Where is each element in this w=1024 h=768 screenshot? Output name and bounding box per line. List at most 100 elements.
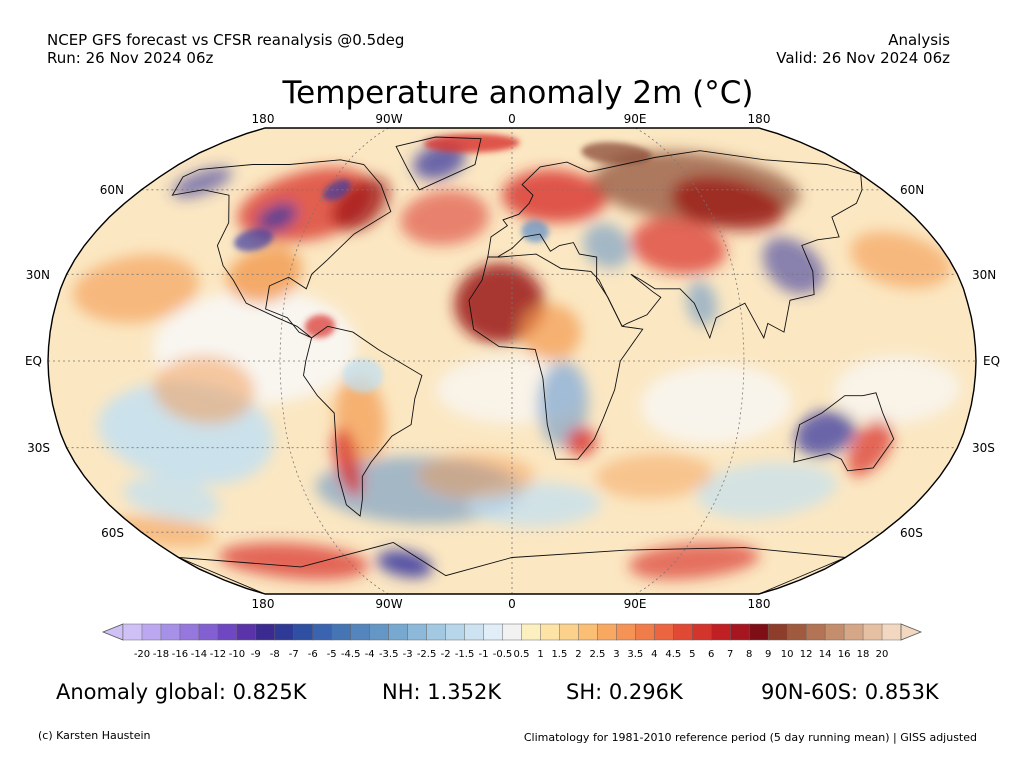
colorbar-swatch bbox=[122, 623, 143, 641]
coastline bbox=[303, 325, 423, 517]
colorbar-label: 12 bbox=[800, 649, 813, 660]
lon-label-top: 90E bbox=[624, 112, 647, 126]
anomaly-nh: NH: 1.352K bbox=[382, 680, 502, 704]
lat-label-right: 30N bbox=[972, 268, 996, 282]
anomaly-detail-patch bbox=[233, 228, 274, 252]
colorbar-label: -4.5 bbox=[341, 649, 361, 660]
anomaly-patch bbox=[501, 169, 607, 223]
colorbar-swatch bbox=[274, 623, 295, 641]
colorbar-label: 14 bbox=[819, 649, 832, 660]
anomaly-patch bbox=[537, 361, 589, 447]
colorbar-swatch bbox=[350, 623, 371, 641]
colorbar-swatch bbox=[805, 623, 826, 641]
lon-label-top: 0 bbox=[508, 112, 516, 126]
lon-label-top: 180 bbox=[748, 112, 771, 126]
anomaly-patch bbox=[400, 190, 490, 245]
colorbar-swatch bbox=[786, 623, 807, 641]
colorbar-swatch bbox=[198, 623, 219, 641]
colorbar-label: -14 bbox=[191, 649, 207, 660]
colorbar-label: -6 bbox=[308, 649, 318, 660]
colorbar-swatch bbox=[483, 623, 504, 641]
lon-label-bottom: 0 bbox=[508, 597, 516, 611]
colorbar-swatch bbox=[824, 623, 845, 641]
colorbar-label: 1.5 bbox=[551, 649, 567, 660]
colorbar-label: 16 bbox=[838, 649, 851, 660]
colorbar-label: 20 bbox=[876, 649, 889, 660]
colorbar-label: 3.5 bbox=[627, 649, 643, 660]
colorbar-swatch bbox=[407, 623, 428, 641]
colorbar-swatch bbox=[388, 623, 409, 641]
credit: (c) Karsten Haustein bbox=[38, 729, 151, 742]
colorbar-swatch bbox=[578, 623, 598, 641]
colorbar-label: 1 bbox=[537, 649, 543, 660]
coastline bbox=[793, 392, 895, 472]
lat-label-left: 60S bbox=[101, 526, 124, 540]
anomaly-patch bbox=[795, 410, 856, 456]
colorbar-label: -9 bbox=[251, 649, 261, 660]
valid-line: Valid: 26 Nov 2024 06z bbox=[776, 49, 950, 67]
colorbar-extend-max bbox=[900, 623, 923, 641]
anomaly-detail-patch bbox=[581, 142, 652, 165]
colorbar-label: 6 bbox=[708, 649, 714, 660]
lat-label-left: 30S bbox=[27, 441, 50, 455]
anomaly-patch bbox=[122, 476, 221, 522]
colorbar-label: 5 bbox=[689, 649, 695, 660]
colorbar-swatch bbox=[597, 623, 617, 641]
colorbar-swatch bbox=[616, 623, 636, 641]
colorbar-swatch bbox=[635, 623, 655, 641]
anomaly-field bbox=[73, 142, 961, 580]
colorbar-label: -4 bbox=[365, 649, 375, 660]
anomaly-patch bbox=[628, 542, 761, 580]
anomaly-detail-patch bbox=[423, 133, 520, 153]
anomaly-patch bbox=[762, 237, 825, 295]
colorbar-swatch bbox=[141, 623, 162, 641]
colorbar-label: -18 bbox=[153, 649, 169, 660]
colorbar-swatch bbox=[881, 623, 902, 641]
colorbar-label: 4 bbox=[651, 649, 657, 660]
colorbar-swatch bbox=[729, 623, 750, 641]
anomaly-patch bbox=[686, 280, 718, 326]
colorbar-label: -3.5 bbox=[379, 649, 399, 660]
colorbar-swatch bbox=[293, 623, 314, 641]
colorbar-swatch bbox=[179, 623, 200, 641]
anomaly-detail bbox=[233, 133, 652, 393]
colorbar-label: 9 bbox=[765, 649, 771, 660]
lon-label-top: 90W bbox=[375, 112, 402, 126]
colorbar-label: -8 bbox=[270, 649, 280, 660]
colorbar-label: 7 bbox=[727, 649, 733, 660]
anomaly-patch bbox=[73, 254, 199, 323]
colorbar-swatch bbox=[502, 623, 523, 641]
anomaly-patch bbox=[227, 245, 302, 303]
lat-label-right: 30S bbox=[972, 441, 995, 455]
anomaly-patch bbox=[832, 355, 961, 424]
anomaly-patch bbox=[417, 453, 536, 499]
lon-label-bottom: 90W bbox=[375, 597, 402, 611]
colorbar-label: -1.5 bbox=[455, 649, 475, 660]
colorbar-swatch bbox=[692, 623, 712, 641]
colorbar-extend-min bbox=[101, 623, 124, 641]
colorbar-label: -1 bbox=[479, 649, 489, 660]
colorbar-label: -3 bbox=[403, 649, 413, 660]
colorbar-swatch bbox=[521, 623, 542, 641]
anomaly-patch bbox=[639, 364, 793, 445]
anomaly-patch bbox=[566, 427, 597, 457]
coastline bbox=[171, 159, 392, 339]
globe-outline bbox=[47, 127, 977, 595]
anomaly-90n-60s: 90N-60S: 0.853K bbox=[761, 680, 939, 704]
colorbar-swatch bbox=[710, 623, 731, 641]
lon-label-bottom: 180 bbox=[252, 597, 275, 611]
coastline bbox=[487, 150, 863, 340]
anomaly-patch bbox=[847, 419, 893, 477]
colorbar-label: -0.5 bbox=[493, 649, 513, 660]
anomaly-patch bbox=[376, 550, 433, 578]
colorbar-swatch bbox=[748, 623, 769, 641]
coastline bbox=[395, 136, 482, 191]
lat-label-left: EQ bbox=[25, 354, 42, 368]
colorbar-label: -12 bbox=[210, 649, 226, 660]
anomaly-patch bbox=[849, 231, 952, 289]
anomaly-detail-patch bbox=[342, 358, 384, 393]
colorbar-swatch bbox=[445, 623, 466, 641]
colorbar-swatch bbox=[217, 623, 238, 641]
